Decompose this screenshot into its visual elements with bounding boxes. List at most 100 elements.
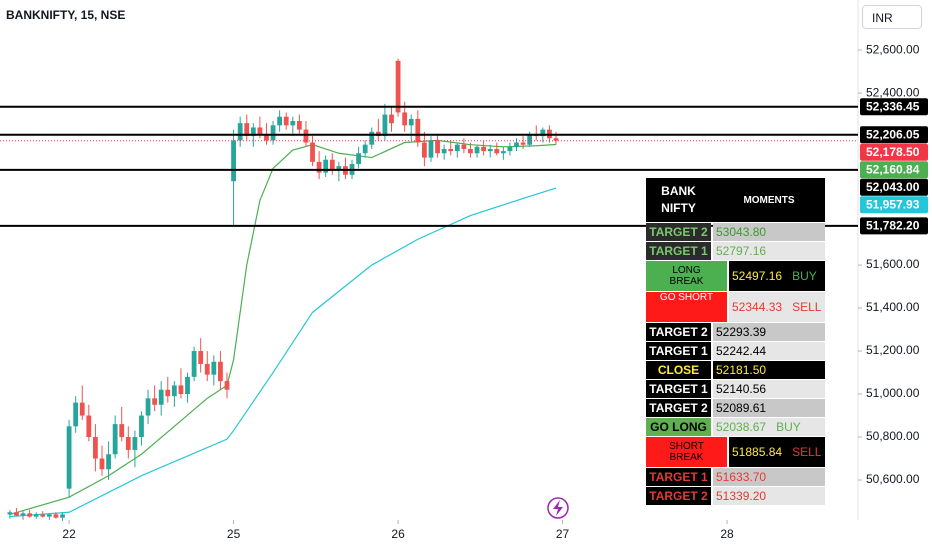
candle-body [487, 148, 493, 152]
row-value-cell: 51633.70 [713, 468, 825, 486]
row-label: TARGET 1 [646, 468, 711, 486]
candle-body [507, 146, 513, 152]
candle-body [73, 402, 79, 427]
candle-body [356, 153, 361, 165]
row-signal: SELL [792, 300, 822, 314]
candle-body [158, 389, 164, 405]
candle-body [540, 129, 546, 137]
table-row: TARGET 1 52242.44 [646, 342, 825, 360]
candle-body [66, 426, 72, 489]
candle-body [20, 513, 26, 516]
price-tag-label: 52,336.45 [866, 99, 920, 113]
header-cell: BANK NIFTY [646, 178, 711, 222]
row-label: TARGET 1 [646, 380, 711, 398]
candle-body [283, 116, 289, 126]
row-signal: BUY [792, 269, 817, 283]
row-label: TARGET 1 [646, 242, 711, 260]
row-label: GO SHORT [646, 292, 727, 322]
candle-body [310, 142, 315, 162]
candle-body [125, 437, 131, 450]
row-value: 52089.61 [716, 401, 767, 415]
row-value-cell: 52242.44 [713, 342, 825, 360]
row-value-cell: 52293.39 [713, 323, 825, 341]
row-signal: BUY [776, 420, 801, 434]
table-row: SHORT BREAK 51885.84 SELL [646, 437, 825, 467]
candle-body [139, 415, 144, 438]
x-tick-label: 27 [556, 527, 570, 541]
price-tag-label: 51,782.20 [866, 219, 920, 233]
table-row: TARGET 2 51339.20 [646, 487, 825, 505]
moving-average [9, 139, 557, 515]
candle-body [448, 148, 454, 152]
chart-title: BANKNIFTY, 15, NSE [6, 8, 126, 22]
table-row: TARGET 1 52140.56 [646, 380, 825, 398]
candle-body [79, 402, 85, 416]
candle-body [53, 514, 59, 518]
row-label: TARGET 2 [646, 323, 711, 341]
row-value: 53043.80 [716, 225, 767, 239]
row-label: CLOSE [646, 361, 711, 379]
candle-body [86, 415, 92, 438]
candle-body [461, 144, 467, 149]
candle-body [237, 123, 243, 141]
price-tag-label: 52,043.00 [866, 180, 920, 194]
candle-body [421, 142, 427, 158]
candle-body [93, 437, 98, 459]
candle-body [224, 381, 230, 390]
candle-body [277, 116, 283, 126]
candle-body [257, 127, 263, 134]
candle-body [296, 121, 302, 130]
price-tag-label: 52,206.05 [866, 127, 920, 141]
y-tick-label: 51,600.00 [866, 257, 920, 271]
candle-body [264, 133, 269, 141]
row-label: GO LONG [646, 418, 711, 436]
table-row: GO LONG 52038.67 BUY [646, 418, 825, 436]
candle-body [382, 114, 388, 137]
candle-body [145, 398, 151, 416]
candle-body [244, 123, 250, 137]
row-value-cell: 52344.33 SELL [729, 292, 825, 322]
candle-body [33, 514, 39, 517]
candle-body [520, 142, 526, 145]
candle-body [500, 151, 506, 154]
table-row: TARGET 1 51633.70 [646, 468, 825, 486]
candle-body [171, 385, 177, 397]
row-value: 51885.84 [732, 445, 783, 459]
candle-body [435, 140, 440, 154]
price-tag [860, 217, 928, 235]
price-tag [860, 126, 928, 144]
y-tick-label: 50,800.00 [866, 429, 920, 443]
candle-body [132, 437, 138, 450]
candle-body [389, 114, 394, 124]
row-value-cell: 52181.50 [713, 361, 825, 379]
row-value-cell: 52497.16 BUY [729, 261, 825, 291]
candle-body [198, 351, 204, 364]
table-row: TARGET 1 52797.16 [646, 242, 825, 260]
y-tick-label: 51,400.00 [866, 300, 920, 314]
row-label: SHORT BREAK [646, 437, 727, 467]
candle-body [152, 398, 158, 405]
row-value: 52497.16 [732, 269, 783, 283]
candle-body [441, 148, 447, 154]
candle-body [481, 146, 487, 152]
candle-body [395, 60, 401, 113]
row-value-cell: 51339.20 [713, 487, 825, 505]
candle-body [514, 142, 519, 147]
row-label: TARGET 1 [646, 342, 711, 360]
row-value: 52242.44 [716, 344, 767, 358]
candle-body [178, 385, 184, 395]
lightning-icon[interactable] [547, 497, 569, 519]
price-tag [860, 196, 928, 214]
candle-body [270, 125, 276, 141]
candle-body [415, 118, 421, 143]
x-tick-label: 26 [391, 527, 405, 541]
candle-body [454, 144, 460, 152]
table-row: TARGET 2 52089.61 [646, 399, 825, 417]
candle-body [402, 112, 408, 126]
row-label: TARGET 2 [646, 223, 711, 241]
candle-body [290, 121, 296, 126]
candle-body [60, 514, 65, 518]
candle-body [428, 140, 434, 158]
currency-button[interactable]: INR [862, 5, 922, 29]
y-tick-label: 50,600.00 [866, 472, 920, 486]
